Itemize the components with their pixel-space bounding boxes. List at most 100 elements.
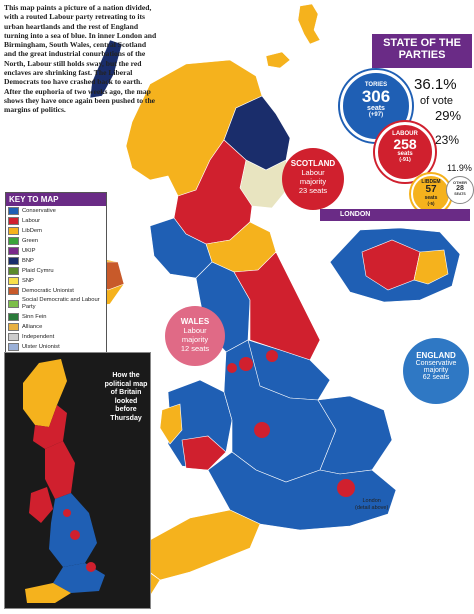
key-item: Independent [6, 332, 106, 342]
inset-line6: Thursday [110, 414, 142, 422]
england-line1: Conservative [415, 360, 457, 367]
key-swatch [8, 300, 19, 308]
scotland-line3: 23 seats [298, 186, 328, 195]
key-label: Sinn Fein [22, 313, 47, 320]
libdem-change: (-5) [427, 201, 435, 206]
tories-change: (+97) [368, 112, 384, 118]
inset-note: How the political map of Britain looked … [96, 372, 156, 423]
libdem-seats-label: seats [424, 195, 438, 201]
wales-line3: 12 seats [180, 344, 210, 353]
leeds-enclave [266, 350, 278, 362]
key-label: Plaid Cymru [22, 267, 54, 274]
key-swatch [8, 207, 19, 215]
parties-title-line2: PARTIES [398, 49, 446, 61]
key-item: Conservative [6, 206, 106, 216]
key-rows: Conservative Labour LibDem Green UKIP BNP Plai… [6, 206, 106, 352]
key-label: Labour [22, 217, 41, 224]
libdem-name: LIBDEM [421, 179, 441, 185]
wales-line1: Labour [183, 326, 207, 335]
other-seats: 28 [456, 185, 464, 192]
other-rosette: OTHER 28 SEATS [446, 176, 474, 204]
birmingham-enclave [254, 422, 270, 438]
key-swatch [8, 313, 19, 321]
parties-title-line1: STATE OF THE [383, 37, 461, 49]
key-label: SNP [22, 277, 34, 284]
key-swatch [8, 257, 19, 265]
london-inner-yellow [413, 249, 449, 285]
scotland-name: SCOTLAND [290, 159, 336, 168]
inset-line2: political map [104, 380, 148, 388]
key-item: Sinn Fein [6, 312, 106, 322]
manchester-enclave [239, 357, 253, 371]
tories-name: TORIES [364, 82, 388, 88]
key-swatch [8, 287, 19, 295]
southwest-england [141, 509, 261, 581]
key-swatch [8, 343, 19, 351]
western-isles [89, 39, 123, 99]
south-england [207, 451, 397, 531]
tories-seats-label: seats [367, 105, 385, 112]
key-swatch [8, 277, 19, 285]
tories-pct: 36.1% [414, 76, 457, 93]
libdem-seats: 57 [425, 184, 437, 195]
key-label: Conservative [22, 207, 56, 214]
state-of-parties-title: STATE OF THE PARTIES [372, 34, 472, 68]
key-item: Ulster Unionist [6, 342, 106, 352]
tories-pct-label: of vote [420, 95, 454, 107]
london-label: LONDON [320, 209, 470, 221]
labour-pct: 29% [435, 108, 462, 123]
key-swatch [8, 267, 19, 275]
london-note-line1: London [362, 498, 381, 504]
england-line2: majority [423, 367, 449, 374]
key-swatch [8, 333, 19, 341]
tories-pct-value: 36.1% [414, 76, 457, 93]
labour-seats: 258 [393, 136, 417, 152]
libdem-rosette: LIBDEM 57 seats (-5) [411, 174, 451, 214]
wales-south-red [181, 435, 227, 471]
libdem-pct: 23% [435, 133, 460, 147]
key-item: Plaid Cymru [6, 266, 106, 276]
other-name: OTHER [453, 180, 467, 185]
key-item: Labour [6, 216, 106, 226]
key-item: Green [6, 236, 106, 246]
inset-line3: of Britain [110, 389, 142, 396]
intro-text: This map paints a picture of a nation di… [4, 3, 157, 115]
key-item: SNP [6, 276, 106, 286]
wales-line2: majority [181, 335, 209, 344]
other-pct: 11.9% [447, 163, 472, 173]
scotland-label: SCOTLAND Labour majority 23 seats [282, 148, 344, 210]
london-note-line2: (detail above) [355, 504, 389, 511]
labour-rosette: LABOUR 258 seats (-91) [375, 122, 435, 182]
wales-west [159, 403, 183, 445]
key-item: BNP [6, 256, 106, 266]
scotland-line1: Labour [301, 168, 325, 177]
inset-line5: before [115, 406, 137, 413]
england-label: ENGLAND Conservative majority 62 seats [403, 338, 469, 404]
key-label: Ulster Unionist [22, 343, 60, 350]
inset-line4: looked [114, 397, 138, 405]
newcastle-enclave [270, 280, 282, 292]
liverpool-enclave [227, 363, 237, 373]
key-swatch [8, 323, 19, 331]
map-key: KEY TO MAP Conservative Labour LibDem Green… [5, 192, 107, 353]
orkney-islands [265, 51, 291, 69]
key-swatch [8, 217, 19, 225]
key-label: Alliance [22, 323, 43, 330]
london-area [337, 479, 355, 497]
key-item: Alliance [6, 322, 106, 332]
labour-seats-label: seats [397, 151, 413, 157]
key-label: Social Democratic and Labour Party [22, 297, 100, 310]
key-label: Green [22, 237, 39, 244]
london-note: London (detail above) [355, 498, 388, 511]
labour-name: LABOUR [392, 131, 418, 137]
key-item: UKIP [6, 246, 106, 256]
shetland-islands [297, 3, 321, 45]
key-swatch [8, 227, 19, 235]
inset-map [4, 352, 151, 609]
tories-seats: 306 [361, 87, 391, 106]
key-item: Social Democratic and Labour Party [6, 296, 106, 312]
key-item: LibDem [6, 226, 106, 236]
scotland-line2: majority [299, 177, 327, 186]
key-label: Democratic Unionist [22, 287, 74, 294]
key-label: Independent [22, 333, 55, 340]
